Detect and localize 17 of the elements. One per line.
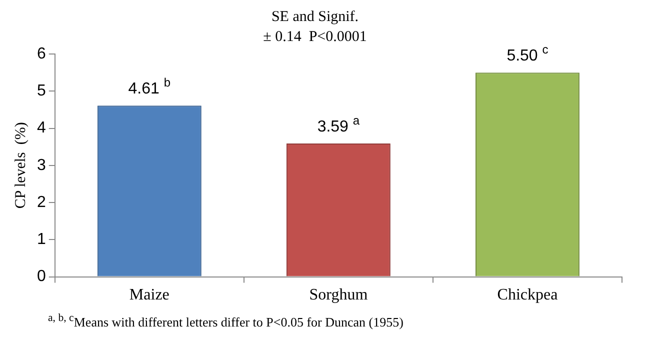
- data-label: 3.59 a: [317, 113, 360, 136]
- y-tick-label: 3: [36, 156, 46, 174]
- y-tick-label: 2: [36, 194, 46, 211]
- text: $^{a, b, c}$Means with different letters differ to P<0.05 for Duncan (1955): [47, 312, 404, 330]
- x-tick-label: Maize: [129, 286, 170, 304]
- x-tick-label: Chickpea: [497, 286, 558, 304]
- y-tick-label: 0: [36, 268, 46, 286]
- y-tick-label: 5: [36, 82, 46, 100]
- data-label: 5.50 c: [506, 42, 548, 65]
- y-tick-label: 6: [36, 45, 46, 62]
- chart-title: SE and Signif.: [271, 8, 359, 25]
- chart-subtitle: ± 0.14 P<0.0001: [263, 28, 367, 45]
- y-tick-label: 4: [36, 120, 46, 137]
- y-tick-label: 1: [36, 231, 46, 248]
- data-label: 4.61 b: [128, 76, 171, 98]
- y-axis-title: CP levels (%): [12, 122, 29, 209]
- x-tick-label: Sorghum: [309, 286, 368, 304]
